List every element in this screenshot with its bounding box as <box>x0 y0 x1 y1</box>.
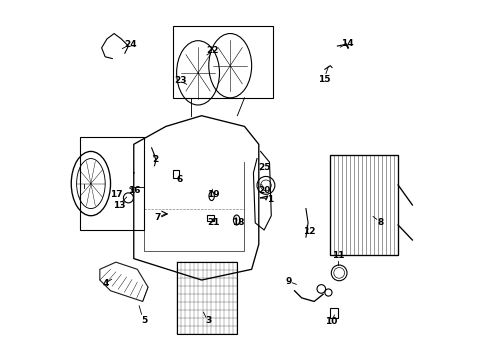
Text: 24: 24 <box>123 40 136 49</box>
Text: 15: 15 <box>317 75 329 84</box>
Text: 13: 13 <box>113 201 125 210</box>
Bar <box>176 262 237 334</box>
Text: 7: 7 <box>155 213 161 222</box>
Text: 12: 12 <box>303 227 315 236</box>
Bar <box>329 155 397 255</box>
Bar <box>80 137 144 230</box>
Text: 18: 18 <box>231 219 244 228</box>
Polygon shape <box>100 262 148 301</box>
Text: 5: 5 <box>141 315 147 324</box>
Text: 21: 21 <box>206 218 219 227</box>
Text: 16: 16 <box>128 186 141 195</box>
Text: 25: 25 <box>257 163 270 172</box>
Bar <box>329 307 337 318</box>
Text: 6: 6 <box>176 175 182 184</box>
Text: 23: 23 <box>174 76 187 85</box>
Text: 19: 19 <box>206 190 219 199</box>
Bar <box>173 26 272 98</box>
Text: 10: 10 <box>324 316 336 325</box>
Text: 1: 1 <box>266 195 273 204</box>
Text: 9: 9 <box>285 277 292 286</box>
Text: 2: 2 <box>152 155 158 164</box>
Bar <box>173 170 179 178</box>
Text: 3: 3 <box>205 315 211 324</box>
Text: 14: 14 <box>340 39 353 48</box>
Ellipse shape <box>71 152 110 216</box>
Text: 8: 8 <box>377 218 383 227</box>
Text: 20: 20 <box>258 185 270 194</box>
Text: 22: 22 <box>205 46 218 55</box>
Bar <box>206 215 214 221</box>
Text: 11: 11 <box>331 251 344 260</box>
Text: 4: 4 <box>102 279 109 288</box>
Text: 17: 17 <box>109 190 122 199</box>
